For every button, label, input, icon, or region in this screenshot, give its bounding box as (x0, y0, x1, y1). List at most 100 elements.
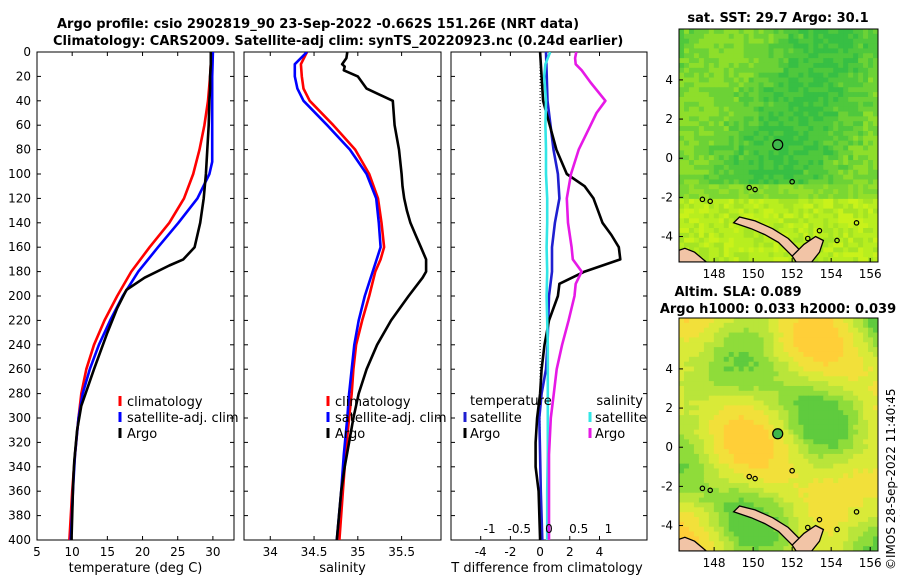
legend-label: satellite-adj. clim (127, 411, 239, 426)
island-outline (699, 196, 706, 203)
map-field-sla_map (679, 318, 878, 551)
legend-label: satellite (470, 411, 522, 426)
map-x-tick-label: 148 (703, 267, 726, 281)
sla-map-title: Altim. SLA: 0.089 (675, 285, 802, 300)
maps-layer (678, 28, 879, 552)
x-axis-label: salinity (319, 561, 366, 576)
y-tick-label: 200 (8, 289, 31, 303)
island-outline (816, 516, 823, 523)
island-outline (707, 487, 714, 494)
map-y-tick-label: 0 (665, 440, 673, 454)
x-tick-label: 5 (33, 545, 41, 559)
map-y-tick-label: 0 (665, 151, 673, 165)
map-x-tick-label: 156 (859, 267, 882, 281)
x-tick-label: 34.5 (301, 545, 328, 559)
land-mass (791, 235, 825, 262)
map-y-tick-label: -2 (661, 479, 673, 493)
map-x-tick-label: 148 (703, 556, 726, 570)
map-y-tick-label: -4 (661, 519, 673, 533)
map-frame (678, 28, 879, 263)
sla-map-subtitle: Argo h1000: 0.033 h2000: 0.039 (660, 302, 896, 317)
y-tick-label: 400 (8, 533, 31, 547)
series-layer (68, 52, 622, 540)
legend-label: climatology (335, 395, 411, 410)
island-outline (752, 475, 758, 482)
island-outline (752, 186, 758, 193)
map-y-tick-label: -4 (661, 230, 673, 244)
x-tick-label: 10 (65, 545, 80, 559)
land-mass (732, 505, 807, 551)
map-y-tick-label: -2 (661, 190, 673, 204)
y-tick-label: 180 (8, 265, 31, 279)
series-line-diff-salinity-argo (547, 52, 607, 540)
legend-label: satellite-adj. clim (335, 411, 447, 426)
legend-label: climatology (127, 395, 203, 410)
island-outline (707, 198, 714, 205)
map-x-tick-label: 150 (742, 267, 765, 281)
y-tick-label: 220 (8, 313, 31, 327)
map-x-tick-label: 152 (781, 267, 804, 281)
x-tick-label: 30 (205, 545, 220, 559)
s-tick-label: -1 (484, 522, 496, 536)
y-tick-label: 40 (16, 94, 31, 108)
x-axis-label: T difference from climatology (450, 561, 643, 576)
map-x-tick-label: 154 (820, 267, 843, 281)
x-tick-label: -4 (475, 545, 487, 559)
land-mass (732, 216, 807, 262)
s-tick-label: 1 (605, 522, 613, 536)
y-tick-label: 260 (8, 362, 31, 376)
argo-float-marker (772, 139, 784, 151)
sst-map-title: sat. SST: 29.7 Argo: 30.1 (687, 11, 868, 26)
map-frame (678, 317, 879, 552)
island-outline (789, 178, 795, 185)
figure-title-line1: Argo profile: csio 2902819_90 23-Sep-202… (57, 17, 579, 32)
land-mass (791, 524, 825, 551)
island-outline (804, 524, 811, 531)
legend-title-salinity: salinity (596, 394, 643, 409)
island-outline (834, 526, 840, 533)
y-tick-label: 120 (8, 191, 31, 205)
island-outline (853, 220, 860, 226)
x-tick-label: 20 (135, 545, 150, 559)
island-outline (789, 467, 795, 474)
x-tick-label: 2 (566, 545, 574, 559)
x-axis-label: temperature (deg C) (69, 561, 203, 576)
series-line-temperature-argo (70, 52, 213, 540)
y-tick-label: 80 (16, 143, 31, 157)
legend-label: satellite (595, 411, 647, 426)
series-line-salinity-satellite-adj-clim (293, 52, 382, 540)
map-y-tick-label: 2 (665, 401, 673, 415)
y-tick-label: 160 (8, 240, 31, 254)
x-tick-label: 34 (263, 545, 278, 559)
island-outline (816, 227, 823, 234)
y-tick-label: 0 (23, 45, 31, 59)
map-y-tick-label: 4 (665, 73, 673, 87)
y-tick-label: 140 (8, 216, 31, 230)
x-tick-label: 25 (170, 545, 185, 559)
island-outline (834, 237, 840, 244)
y-tick-label: 380 (8, 509, 31, 523)
y-tick-label: 20 (16, 69, 31, 83)
y-tick-label: 360 (8, 484, 31, 498)
x-tick-label: 35.5 (388, 545, 415, 559)
map-x-tick-label: 150 (742, 556, 765, 570)
y-tick-label: 320 (8, 435, 31, 449)
series-line-salinity-climatology (299, 52, 386, 540)
map-x-tick-label: 152 (781, 556, 804, 570)
y-tick-label: 240 (8, 338, 31, 352)
map-x-tick-label: 154 (820, 556, 843, 570)
y-tick-label: 100 (8, 167, 31, 181)
series-line-salinity-argo (335, 52, 428, 540)
series-line-diff-temperature-argo (534, 52, 622, 540)
s-tick-label: -0.5 (508, 522, 531, 536)
y-tick-label: 280 (8, 387, 31, 401)
island-outline (746, 473, 753, 480)
legend-title-temperature: temperature (470, 394, 552, 409)
island-outline (804, 235, 811, 242)
island-outline (746, 184, 753, 191)
series-line-temperature-satellite-adj-clim (69, 52, 215, 540)
series-line-diff-temperature-satellite (538, 52, 561, 540)
argo-float-marker (772, 428, 784, 440)
